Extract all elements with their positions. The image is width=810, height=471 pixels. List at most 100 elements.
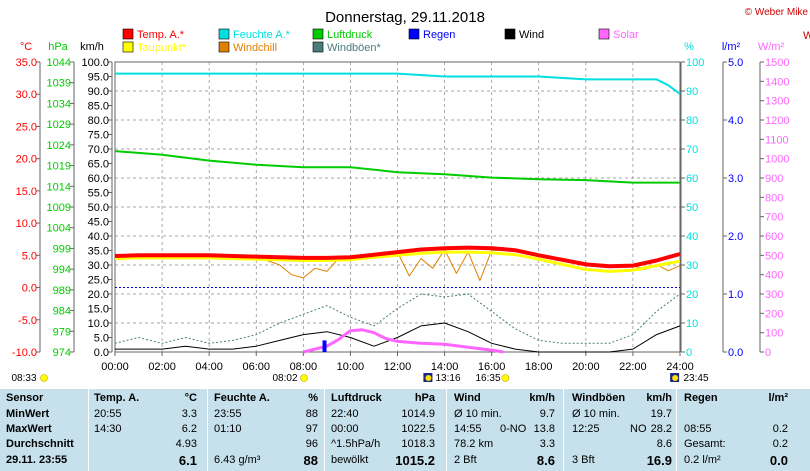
- table-column-divider: [207, 389, 208, 471]
- pressure-tick-label: 1039: [47, 78, 71, 90]
- wind-tick-label: 65.0: [88, 159, 109, 171]
- table-cell-temp-val: 6.1: [178, 453, 197, 468]
- legend-swatch-5: [598, 28, 610, 40]
- temp-unit-label: °C: [20, 41, 32, 53]
- wind-tick-label: 25.0: [88, 275, 109, 287]
- table-cell-label: Durchschnitt: [6, 438, 74, 450]
- pressure-tick-label: 989: [53, 285, 71, 297]
- marker-time-4: 23:45: [683, 373, 708, 384]
- table-cell-rain-time: 0.2 l/m²: [684, 454, 721, 466]
- table-cell-press-time: Luftdruck: [331, 392, 382, 404]
- x-tick-label: 06:00: [242, 361, 270, 373]
- x-tick-label: 00:00: [101, 361, 129, 373]
- table-cell-gust-val: 16.9: [646, 453, 672, 468]
- x-tick-label: 16:00: [478, 361, 506, 373]
- temp-tick-label: 10.0: [16, 218, 37, 230]
- series-feuchte-a-: [115, 72, 681, 95]
- table-cell-wind-time: Wind: [454, 392, 481, 404]
- table-cell-label: 29.11. 23:55: [6, 454, 68, 466]
- wind-tick-label: 80.0: [88, 115, 109, 127]
- table-cell-wind-time: Ø 10 min.: [454, 408, 502, 420]
- table-cell-rain-val: 0.2: [772, 438, 788, 450]
- legend-label-0: Temp. A.*: [137, 29, 185, 41]
- marker-time-1: 08:02: [272, 373, 297, 384]
- humidity-tick-label: 30: [686, 260, 698, 272]
- temp-tick-label: 25.0: [16, 121, 37, 133]
- pressure-tick-label: 1024: [47, 140, 71, 152]
- wind-tick-label: 5.0: [94, 333, 109, 345]
- legend-label-8: Windböen*: [327, 42, 382, 54]
- pressure-tick-label: 1009: [47, 202, 71, 214]
- table-cell-hum-val: %: [308, 392, 318, 404]
- table-cell-hum-time: 01:10: [214, 423, 242, 435]
- table-cell-press-val: hPa: [414, 392, 435, 404]
- pressure-tick-label: 999: [53, 243, 71, 255]
- solar-tick-label: 500: [765, 250, 783, 262]
- solar-tick-label: 1000: [765, 154, 789, 166]
- humidity-tick-label: 70: [686, 144, 698, 156]
- humidity-tick-label: 50: [686, 202, 698, 214]
- table-cell-rain-time: Gesamt:: [684, 438, 726, 450]
- marker-time-2: 13:16: [435, 373, 460, 384]
- table-cell-hum-time: Feuchte A.: [214, 392, 270, 404]
- temp-tick-label: 5.0: [22, 250, 37, 262]
- humidity-tick-label: 10: [686, 318, 698, 330]
- table-cell-wind-val: km/h: [529, 392, 555, 404]
- x-tick-label: 22:00: [619, 361, 647, 373]
- x-tick-label: 14:00: [431, 361, 459, 373]
- series-luftdruck: [114, 150, 680, 184]
- table-cell-gust-val: 19.7: [650, 408, 672, 420]
- legend-label-3: Regen: [423, 29, 455, 41]
- pressure-tick-label: 1014: [47, 181, 71, 193]
- humidity-unit-label: %: [684, 41, 694, 53]
- series-regen-bar: [322, 340, 327, 352]
- table-cell-temp-time: 14:30: [94, 423, 122, 435]
- humidity-tick-label: 100: [686, 57, 704, 69]
- table-cell-gust-time: Windböen: [572, 392, 626, 404]
- rain-tick-label: 2.0: [728, 231, 743, 243]
- wind-tick-label: 85.0: [88, 101, 109, 113]
- table-row: Sensor Temp. A. °C Feuchte A.% Luftdruck hPa W…: [0, 391, 810, 406]
- solar-tick-label: 1100: [765, 134, 789, 146]
- axis-unit-labels: °C hPa km/h % l/m² W/m² W: [20, 30, 810, 53]
- series-taupunkt-: [114, 250, 681, 273]
- marker-time-3: 16:35: [475, 373, 500, 384]
- wind-tick-label: 15.0: [88, 304, 109, 316]
- chart-series: [114, 72, 681, 354]
- series-wind: [115, 322, 681, 353]
- x-tick-label: 12:00: [384, 361, 412, 373]
- sun-icon: [501, 374, 510, 382]
- table-cell-press-val: 1015.2: [395, 453, 435, 468]
- solar-tick-label: 600: [765, 231, 783, 243]
- table-cell-rain-time: 08:55: [684, 423, 712, 435]
- solar-tick-label: 1400: [765, 76, 789, 88]
- wind-tick-label: 30.0: [88, 260, 109, 272]
- table-column-divider: [324, 389, 325, 471]
- table-row: MaxWert 14:30 6.2 01:10 97 00:00 1022.5 14:55 0-…: [0, 422, 810, 437]
- moon-icon-disc: [425, 375, 432, 381]
- wind-tick-label: 10.0: [88, 318, 109, 330]
- table-cell-wind-val: 9.7: [539, 408, 555, 420]
- table-cell-rain-val: 0.0: [769, 453, 788, 468]
- chart-axes: 35.0 30.0 25.0 20.0 15.0 10.0 5.0 0.0 -5.0 -10.0 1…: [12, 57, 790, 373]
- pressure-tick-label: 974: [53, 347, 71, 359]
- solar-tick-label: 300: [765, 289, 783, 301]
- x-tick-label: 10:00: [337, 361, 365, 373]
- summary-table: Sensor Temp. A. °C Feuchte A.% Luftdruck hPa W…: [0, 389, 810, 471]
- table-cell-hum-val: 97: [305, 423, 318, 435]
- solar-tick-label: 1200: [765, 115, 789, 127]
- temp-tick-label: 15.0: [16, 186, 37, 198]
- legend-swatch-8: [312, 41, 324, 53]
- weather-chart: Donnerstag, 29.11.2018 © Weber Mike Temp…: [11, 7, 810, 384]
- wind-tick-label: 50.0: [88, 202, 109, 214]
- table-cell-temp-val: 6.2: [181, 423, 197, 435]
- legend-swatch-6: [122, 41, 134, 53]
- table-cell-temp-val: °C: [184, 392, 197, 404]
- legend-label-6: Taupunkt*: [137, 42, 187, 54]
- table-cell-wind-val: 8.6: [536, 453, 555, 468]
- rain-tick-label: 1.0: [728, 289, 743, 301]
- legend-swatch-2: [312, 28, 324, 40]
- table-cell-gust-val: km/h: [646, 392, 672, 404]
- table-cell-gust-time: Ø 10 min.: [572, 408, 620, 420]
- table-cell-wind-time: 14:55: [454, 423, 482, 435]
